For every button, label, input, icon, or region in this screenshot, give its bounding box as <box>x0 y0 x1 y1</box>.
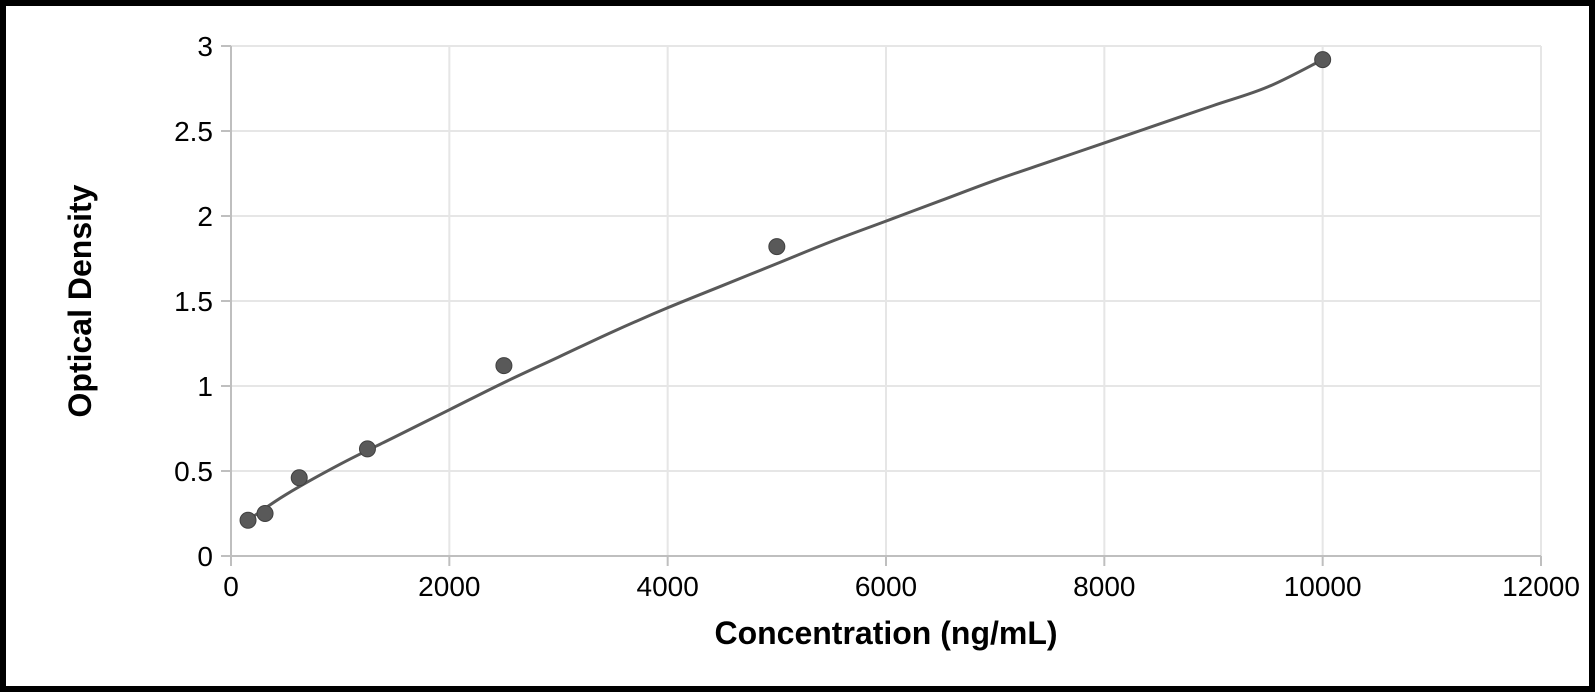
chart-frame: 0 2000 4000 6000 8000 10000 12000 0 0.5 1 1.5 2 2.5 3… <box>0 0 1595 692</box>
y-tick-label: 0 <box>197 541 213 572</box>
x-tick-label: 10000 <box>1284 571 1362 602</box>
data-point <box>496 358 512 374</box>
y-tick-label: 1 <box>197 371 213 402</box>
x-axis-title: Concentration (ng/mL) <box>714 615 1057 651</box>
y-tick-label: 2.5 <box>174 116 213 147</box>
data-point <box>769 239 785 255</box>
data-point <box>240 512 256 528</box>
data-point <box>291 470 307 486</box>
x-tick-label: 12000 <box>1502 571 1580 602</box>
chart-svg: 0 2000 4000 6000 8000 10000 12000 0 0.5 1 1.5 2 2.5 3… <box>6 6 1589 686</box>
data-point <box>359 441 375 457</box>
y-tick-label: 2 <box>197 201 213 232</box>
y-tick-label: 0.5 <box>174 456 213 487</box>
y-axis-title: Optical Density <box>62 184 98 417</box>
data-point <box>257 506 273 522</box>
x-tick-label: 6000 <box>855 571 917 602</box>
x-tick-label: 0 <box>223 571 239 602</box>
x-tick-label: 8000 <box>1073 571 1135 602</box>
x-tick-label: 4000 <box>637 571 699 602</box>
y-tick-label: 3 <box>197 31 213 62</box>
x-tick-label: 2000 <box>418 571 480 602</box>
y-tick-label: 1.5 <box>174 286 213 317</box>
data-point <box>1315 52 1331 68</box>
